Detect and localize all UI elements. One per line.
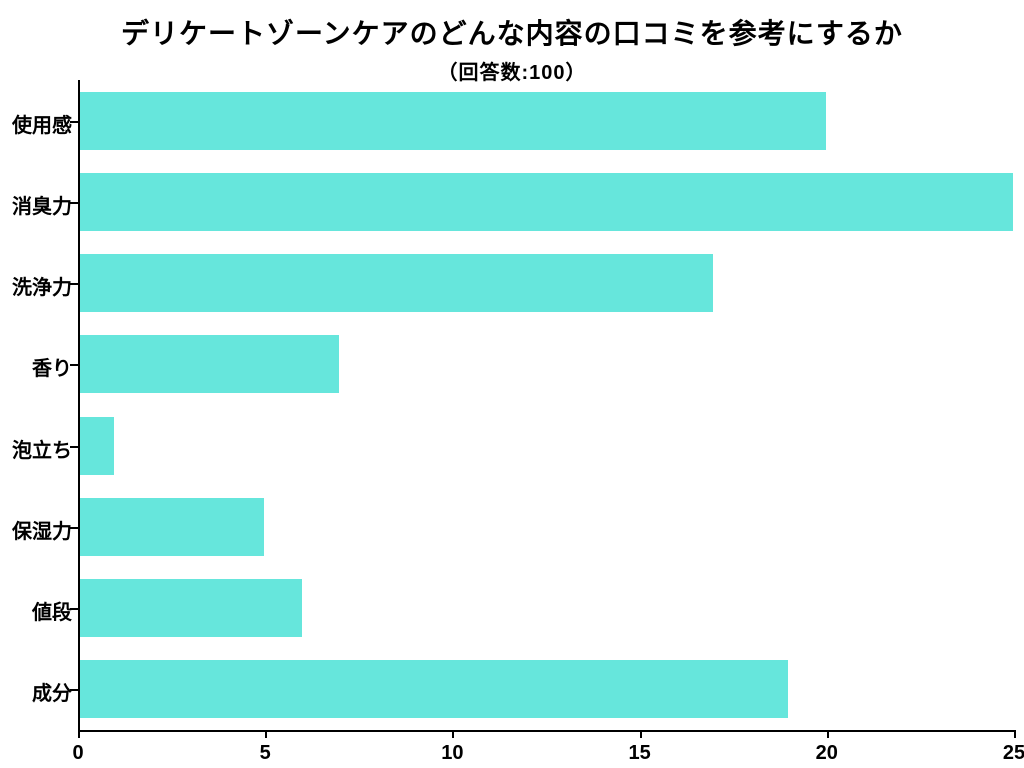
x-tick — [78, 730, 80, 738]
y-axis-label: 香り — [0, 352, 72, 381]
bar — [78, 91, 827, 151]
x-tick — [452, 730, 454, 738]
bar — [78, 334, 340, 394]
x-tick — [827, 730, 829, 738]
y-axis-label: 泡立ち — [0, 434, 72, 463]
x-axis-label: 0 — [72, 742, 83, 765]
plot-area — [78, 80, 1014, 730]
x-axis-label: 20 — [816, 742, 838, 765]
y-axis-label: 値段 — [0, 596, 72, 625]
x-tick — [640, 730, 642, 738]
x-axis-label: 15 — [628, 742, 650, 765]
chart-title: デリケートゾーンケアのどんな内容の口コミを参考にするか — [0, 0, 1024, 52]
bar — [78, 578, 303, 638]
x-axis-line — [78, 730, 1014, 732]
y-axis-line — [78, 80, 80, 732]
bar — [78, 659, 789, 719]
bar — [78, 172, 1014, 232]
y-axis-label: 成分 — [0, 677, 72, 706]
x-axis-label: 5 — [260, 742, 271, 765]
bar — [78, 253, 714, 313]
x-tick — [265, 730, 267, 738]
y-axis-label: 保湿力 — [0, 515, 72, 544]
x-axis-label: 10 — [441, 742, 463, 765]
bar — [78, 416, 115, 476]
y-axis-label: 消臭力 — [0, 190, 72, 219]
x-tick — [1014, 730, 1016, 738]
y-axis-label: 洗浄力 — [0, 271, 72, 300]
chart-container: デリケートゾーンケアのどんな内容の口コミを参考にするか （回答数:100） 使用… — [0, 0, 1024, 768]
x-axis-label: 25 — [1003, 742, 1024, 765]
y-axis-label: 使用感 — [0, 109, 72, 138]
bar — [78, 497, 265, 557]
